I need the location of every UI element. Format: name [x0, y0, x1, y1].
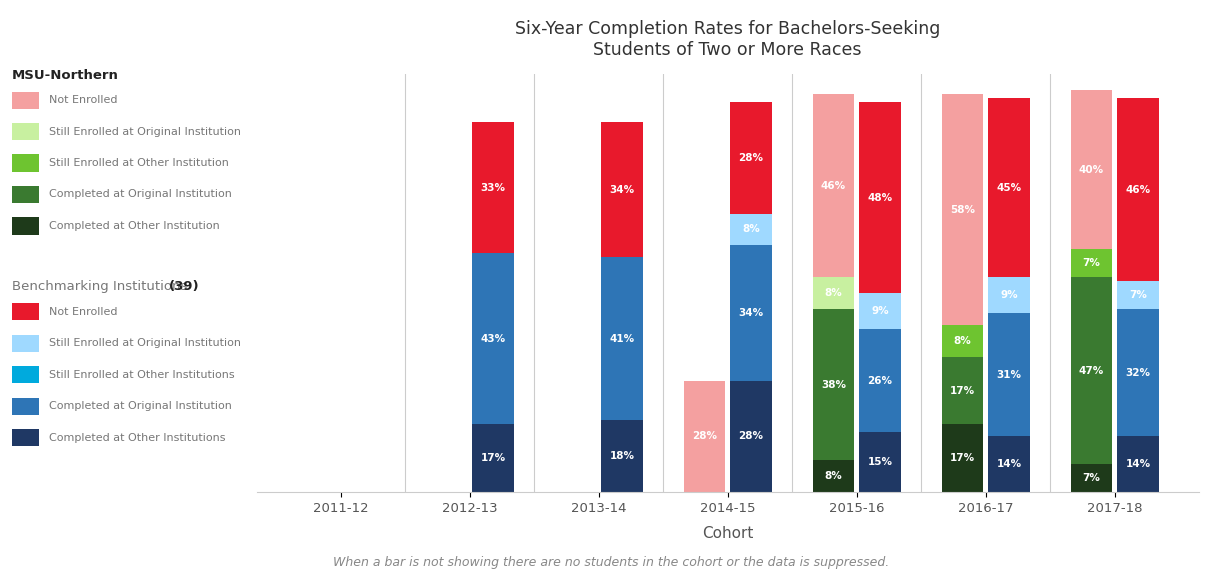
Text: Completed at Original Institution: Completed at Original Institution	[49, 189, 232, 200]
Text: 14%: 14%	[1125, 459, 1151, 469]
Text: 34%: 34%	[739, 308, 763, 318]
Bar	[472, 253, 514, 424]
Text: Still Enrolled at Original Institution: Still Enrolled at Original Institution	[49, 126, 241, 137]
Bar	[942, 424, 983, 492]
Bar	[730, 245, 772, 380]
Text: Completed at Other Institution: Completed at Other Institution	[49, 221, 220, 231]
Bar	[602, 122, 642, 257]
Bar	[860, 293, 900, 329]
Bar	[730, 102, 772, 213]
Bar	[472, 122, 514, 253]
Text: Not Enrolled: Not Enrolled	[49, 307, 117, 317]
Bar	[602, 420, 642, 492]
Text: 47%: 47%	[1079, 366, 1104, 376]
Text: 46%: 46%	[1125, 185, 1151, 194]
Bar	[1118, 436, 1158, 492]
Bar	[730, 213, 772, 245]
Text: Still Enrolled at Other Institution: Still Enrolled at Other Institution	[49, 158, 229, 168]
Bar	[1118, 98, 1158, 281]
Text: 58%: 58%	[950, 205, 975, 214]
Bar	[860, 102, 900, 293]
Text: 17%: 17%	[481, 453, 505, 463]
Text: 26%: 26%	[867, 376, 893, 386]
Text: 9%: 9%	[871, 306, 889, 316]
Bar	[942, 357, 983, 424]
Text: 7%: 7%	[1082, 473, 1101, 483]
Text: 7%: 7%	[1129, 290, 1147, 300]
Bar	[942, 325, 983, 357]
Bar	[988, 313, 1030, 436]
Text: 31%: 31%	[997, 370, 1021, 380]
Text: 28%: 28%	[739, 431, 763, 441]
Text: 48%: 48%	[867, 193, 893, 202]
Bar	[1071, 277, 1112, 464]
Text: 40%: 40%	[1079, 165, 1104, 175]
Title: Six-Year Completion Rates for Bachelors-Seeking
Students of Two or More Races: Six-Year Completion Rates for Bachelors-…	[515, 20, 940, 59]
Text: 28%: 28%	[692, 431, 717, 441]
Bar	[602, 257, 642, 420]
Text: 46%: 46%	[821, 181, 846, 190]
Bar	[1118, 281, 1158, 309]
Text: Benchmarking Institutions: Benchmarking Institutions	[12, 280, 192, 293]
Text: 38%: 38%	[821, 380, 846, 390]
Text: 28%: 28%	[739, 153, 763, 163]
Text: 7%: 7%	[1082, 258, 1101, 268]
Text: Completed at Other Institutions: Completed at Other Institutions	[49, 432, 225, 443]
Bar	[813, 460, 854, 492]
Text: 8%: 8%	[954, 336, 971, 346]
Text: 17%: 17%	[950, 453, 975, 463]
Text: Still Enrolled at Original Institution: Still Enrolled at Original Institution	[49, 338, 241, 348]
Bar	[684, 380, 725, 492]
Text: 43%: 43%	[481, 334, 505, 344]
Bar	[860, 329, 900, 432]
Bar	[813, 94, 854, 277]
Bar	[1118, 309, 1158, 436]
X-axis label: Cohort: Cohort	[702, 526, 753, 541]
Text: MSU-Northern: MSU-Northern	[12, 69, 119, 82]
Bar	[988, 98, 1030, 277]
Text: Still Enrolled at Other Institutions: Still Enrolled at Other Institutions	[49, 370, 235, 380]
Text: 34%: 34%	[609, 185, 635, 194]
Text: 8%: 8%	[824, 288, 843, 298]
Bar	[1071, 249, 1112, 277]
Bar	[813, 277, 854, 309]
Text: (39): (39)	[169, 280, 199, 293]
Bar	[472, 424, 514, 492]
Text: 17%: 17%	[950, 386, 975, 395]
Text: 8%: 8%	[824, 471, 843, 481]
Bar	[988, 277, 1030, 313]
Text: 9%: 9%	[1000, 290, 1018, 300]
Text: 8%: 8%	[742, 224, 759, 235]
Text: 41%: 41%	[609, 334, 635, 344]
Text: 18%: 18%	[609, 451, 635, 461]
Text: When a bar is not showing there are no students in the cohort or the data is sup: When a bar is not showing there are no s…	[334, 557, 889, 569]
Bar	[1071, 464, 1112, 492]
Bar	[1071, 90, 1112, 249]
Bar	[730, 380, 772, 492]
Text: 45%: 45%	[997, 182, 1021, 193]
Bar	[988, 436, 1030, 492]
Bar	[860, 432, 900, 492]
Text: 32%: 32%	[1125, 368, 1151, 378]
Text: Completed at Original Institution: Completed at Original Institution	[49, 401, 232, 411]
Text: Not Enrolled: Not Enrolled	[49, 95, 117, 105]
Text: 15%: 15%	[867, 457, 893, 467]
Bar	[942, 94, 983, 325]
Text: 33%: 33%	[481, 182, 505, 193]
Text: 14%: 14%	[997, 459, 1021, 469]
Bar	[813, 309, 854, 460]
